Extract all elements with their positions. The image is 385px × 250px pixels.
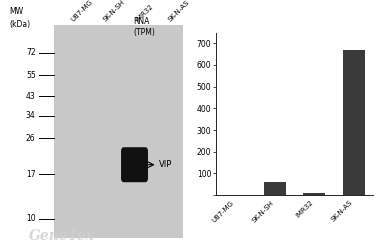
Text: 43: 43 (26, 92, 36, 100)
Text: 55: 55 (26, 71, 36, 80)
Bar (303, 193, 325, 195)
Text: 17: 17 (26, 170, 36, 178)
Text: IMR32: IMR32 (134, 3, 154, 22)
Text: (TPM): (TPM) (134, 28, 156, 37)
Text: U87-MG: U87-MG (70, 0, 94, 22)
Text: RNA: RNA (134, 17, 150, 26)
Text: GeneTex: GeneTex (29, 228, 94, 242)
Bar (54, 25, 183, 238)
Bar (264, 182, 286, 195)
Text: SK-N-SH: SK-N-SH (102, 0, 126, 22)
Text: 34: 34 (26, 111, 36, 120)
Text: SK-N-AS: SK-N-AS (167, 0, 190, 22)
Text: 72: 72 (26, 48, 36, 57)
FancyBboxPatch shape (121, 147, 148, 182)
Text: MW: MW (10, 7, 24, 16)
Text: 10: 10 (26, 214, 36, 223)
Text: (kDa): (kDa) (10, 20, 31, 29)
Text: VIP: VIP (159, 160, 172, 169)
Text: 26: 26 (26, 134, 36, 143)
Bar (343, 50, 365, 195)
